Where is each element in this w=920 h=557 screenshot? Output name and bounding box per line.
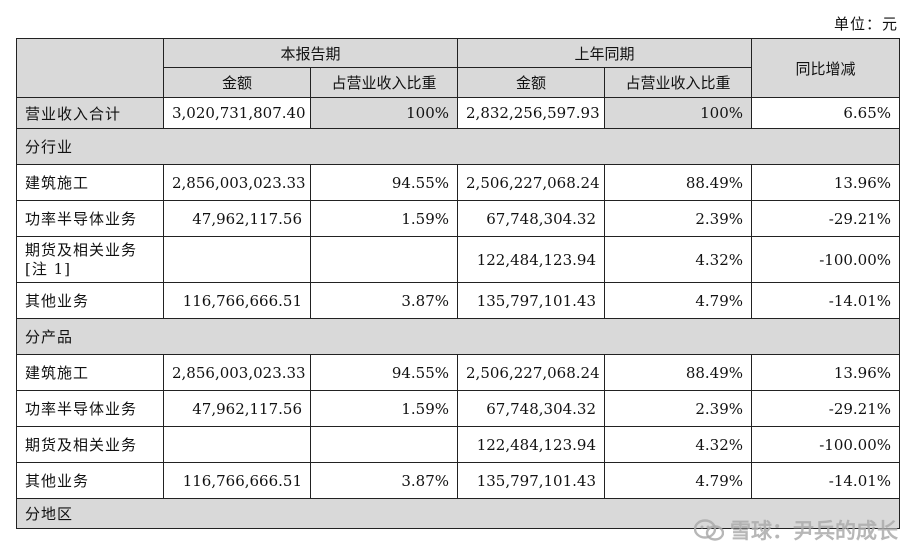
row-label: 功率半导体业务 xyxy=(16,390,164,427)
section-header-row: 分产品 xyxy=(15,318,901,355)
header-current-amount: 金额 xyxy=(163,67,311,98)
prior-share-cell: 88.49% xyxy=(604,164,753,201)
prior-amount-cell: 67,748,304.32 xyxy=(457,200,606,237)
header-prior-period: 上年同期 xyxy=(457,38,753,68)
section-header-row: 分行业 xyxy=(15,128,901,165)
current-amount-cell: 47,962,117.56 xyxy=(163,200,311,237)
table-row: 功率半导体业务 47,962,117.56 1.59% 67,748,304.32 2.… xyxy=(16,200,901,237)
yoy-cell: -29.21% xyxy=(751,200,901,237)
row-label: 建筑施工 xyxy=(16,164,164,201)
prior-amount-cell: 2,506,227,068.24 xyxy=(457,164,606,201)
current-amount-cell: 2,856,003,023.33 xyxy=(163,354,311,391)
row-label: 建筑施工 xyxy=(16,354,164,391)
table-row: 建筑施工 2,856,003,023.33 94.55% 2,506,227,068.… xyxy=(16,354,901,391)
current-amount-cell: 116,766,666.51 xyxy=(163,282,311,319)
prior-share-cell: 2.39% xyxy=(604,390,753,427)
current-amount-cell xyxy=(163,236,311,283)
section-title: 分行业 xyxy=(15,128,901,165)
header-prior-amount: 金额 xyxy=(457,67,606,98)
prior-share-cell: 88.49% xyxy=(604,354,753,391)
row-label: 其他业务 xyxy=(16,282,164,319)
prior-amount-cell: 2,506,227,068.24 xyxy=(457,354,606,391)
current-share-cell xyxy=(309,426,459,463)
row-label: 功率半导体业务 xyxy=(16,200,164,237)
section-title: 分地区 xyxy=(15,498,901,529)
yoy-cell: -100.00% xyxy=(751,236,901,283)
table-row: 其他业务 116,766,666.51 3.87% 135,797,101.43 4.7… xyxy=(16,462,901,499)
header-current-share: 占营业收入比重 xyxy=(309,67,459,98)
current-share-cell: 3.87% xyxy=(309,282,459,319)
current-share-cell xyxy=(309,236,459,283)
yoy-cell: -14.01% xyxy=(751,282,901,319)
current-share-cell: 1.59% xyxy=(309,390,459,427)
current-amount-cell: 116,766,666.51 xyxy=(163,462,311,499)
current-amount-cell: 2,856,003,023.33 xyxy=(163,164,311,201)
prior-share-cell: 4.79% xyxy=(604,462,753,499)
prior-amount-cell: 122,484,123.94 xyxy=(457,236,606,283)
prior-share-cell: 2.39% xyxy=(604,200,753,237)
prior-amount-cell: 67,748,304.32 xyxy=(457,390,606,427)
row-label: 期货及相关业务 xyxy=(16,426,164,463)
table-row: 其他业务 116,766,666.51 3.87% 135,797,101.43 4.7… xyxy=(16,282,901,319)
total-prior-amount: 2,832,256,597.93 xyxy=(457,97,606,129)
header-blank-cell xyxy=(16,38,164,98)
prior-share-cell: 4.79% xyxy=(604,282,753,319)
prior-share-cell: 4.32% xyxy=(604,236,753,283)
current-amount-cell: 47,962,117.56 xyxy=(163,390,311,427)
unit-label: 单位：元 xyxy=(833,15,898,33)
current-share-cell: 3.87% xyxy=(309,462,459,499)
current-share-cell: 94.55% xyxy=(309,164,459,201)
table-row: 建筑施工 2,856,003,023.33 94.55% 2,506,227,068.… xyxy=(16,164,901,201)
header-prior-share: 占营业收入比重 xyxy=(604,67,753,98)
watermark-text: 雪球：尹兵的成长 xyxy=(730,519,898,543)
snowball-logo-icon xyxy=(694,519,724,541)
total-current-amount: 3,020,731,807.40 xyxy=(163,97,311,129)
total-yoy: 6.65% xyxy=(751,97,901,129)
prior-share-cell: 4.32% xyxy=(604,426,753,463)
current-share-cell: 1.59% xyxy=(309,200,459,237)
prior-amount-cell: 122,484,123.94 xyxy=(457,426,606,463)
table-row: 期货及相关业务 122,484,123.94 4.32% -100.00% xyxy=(16,426,901,463)
row-label: 其他业务 xyxy=(16,462,164,499)
prior-amount-cell: 135,797,101.43 xyxy=(457,462,606,499)
header-yoy-change: 同比增减 xyxy=(751,38,901,98)
table-row: 功率半导体业务 47,962,117.56 1.59% 67,748,304.32 2.… xyxy=(16,390,901,427)
yoy-cell: 13.96% xyxy=(751,164,901,201)
watermark: 雪球：尹兵的成长 xyxy=(694,515,898,545)
header-current-period: 本报告期 xyxy=(162,38,459,68)
yoy-cell: -14.01% xyxy=(751,462,901,499)
yoy-cell: -29.21% xyxy=(751,390,901,427)
total-label: 营业收入合计 xyxy=(16,97,164,129)
section-header-row: 分地区 xyxy=(15,498,901,529)
total-row: 营业收入合计 3,020,731,807.40 100% 2,832,256,5… xyxy=(16,97,901,129)
current-share-cell: 94.55% xyxy=(309,354,459,391)
row-label: 期货及相关业务[注 1] xyxy=(16,236,164,283)
yoy-cell: 13.96% xyxy=(751,354,901,391)
revenue-composition-table: 本报告期 上年同期 同比增减 金额 占营业收入比重 金额 占营业收入比重 营业收… xyxy=(15,38,901,529)
section-title: 分产品 xyxy=(15,318,901,355)
table-body: 营业收入合计 3,020,731,807.40 100% 2,832,256,5… xyxy=(15,97,901,529)
table-row: 期货及相关业务[注 1] 122,484,123.94 4.32% -100.00% xyxy=(16,236,901,283)
current-amount-cell xyxy=(163,426,311,463)
total-current-share: 100% xyxy=(309,97,459,129)
total-prior-share: 100% xyxy=(604,97,753,129)
yoy-cell: -100.00% xyxy=(751,426,901,463)
prior-amount-cell: 135,797,101.43 xyxy=(457,282,606,319)
